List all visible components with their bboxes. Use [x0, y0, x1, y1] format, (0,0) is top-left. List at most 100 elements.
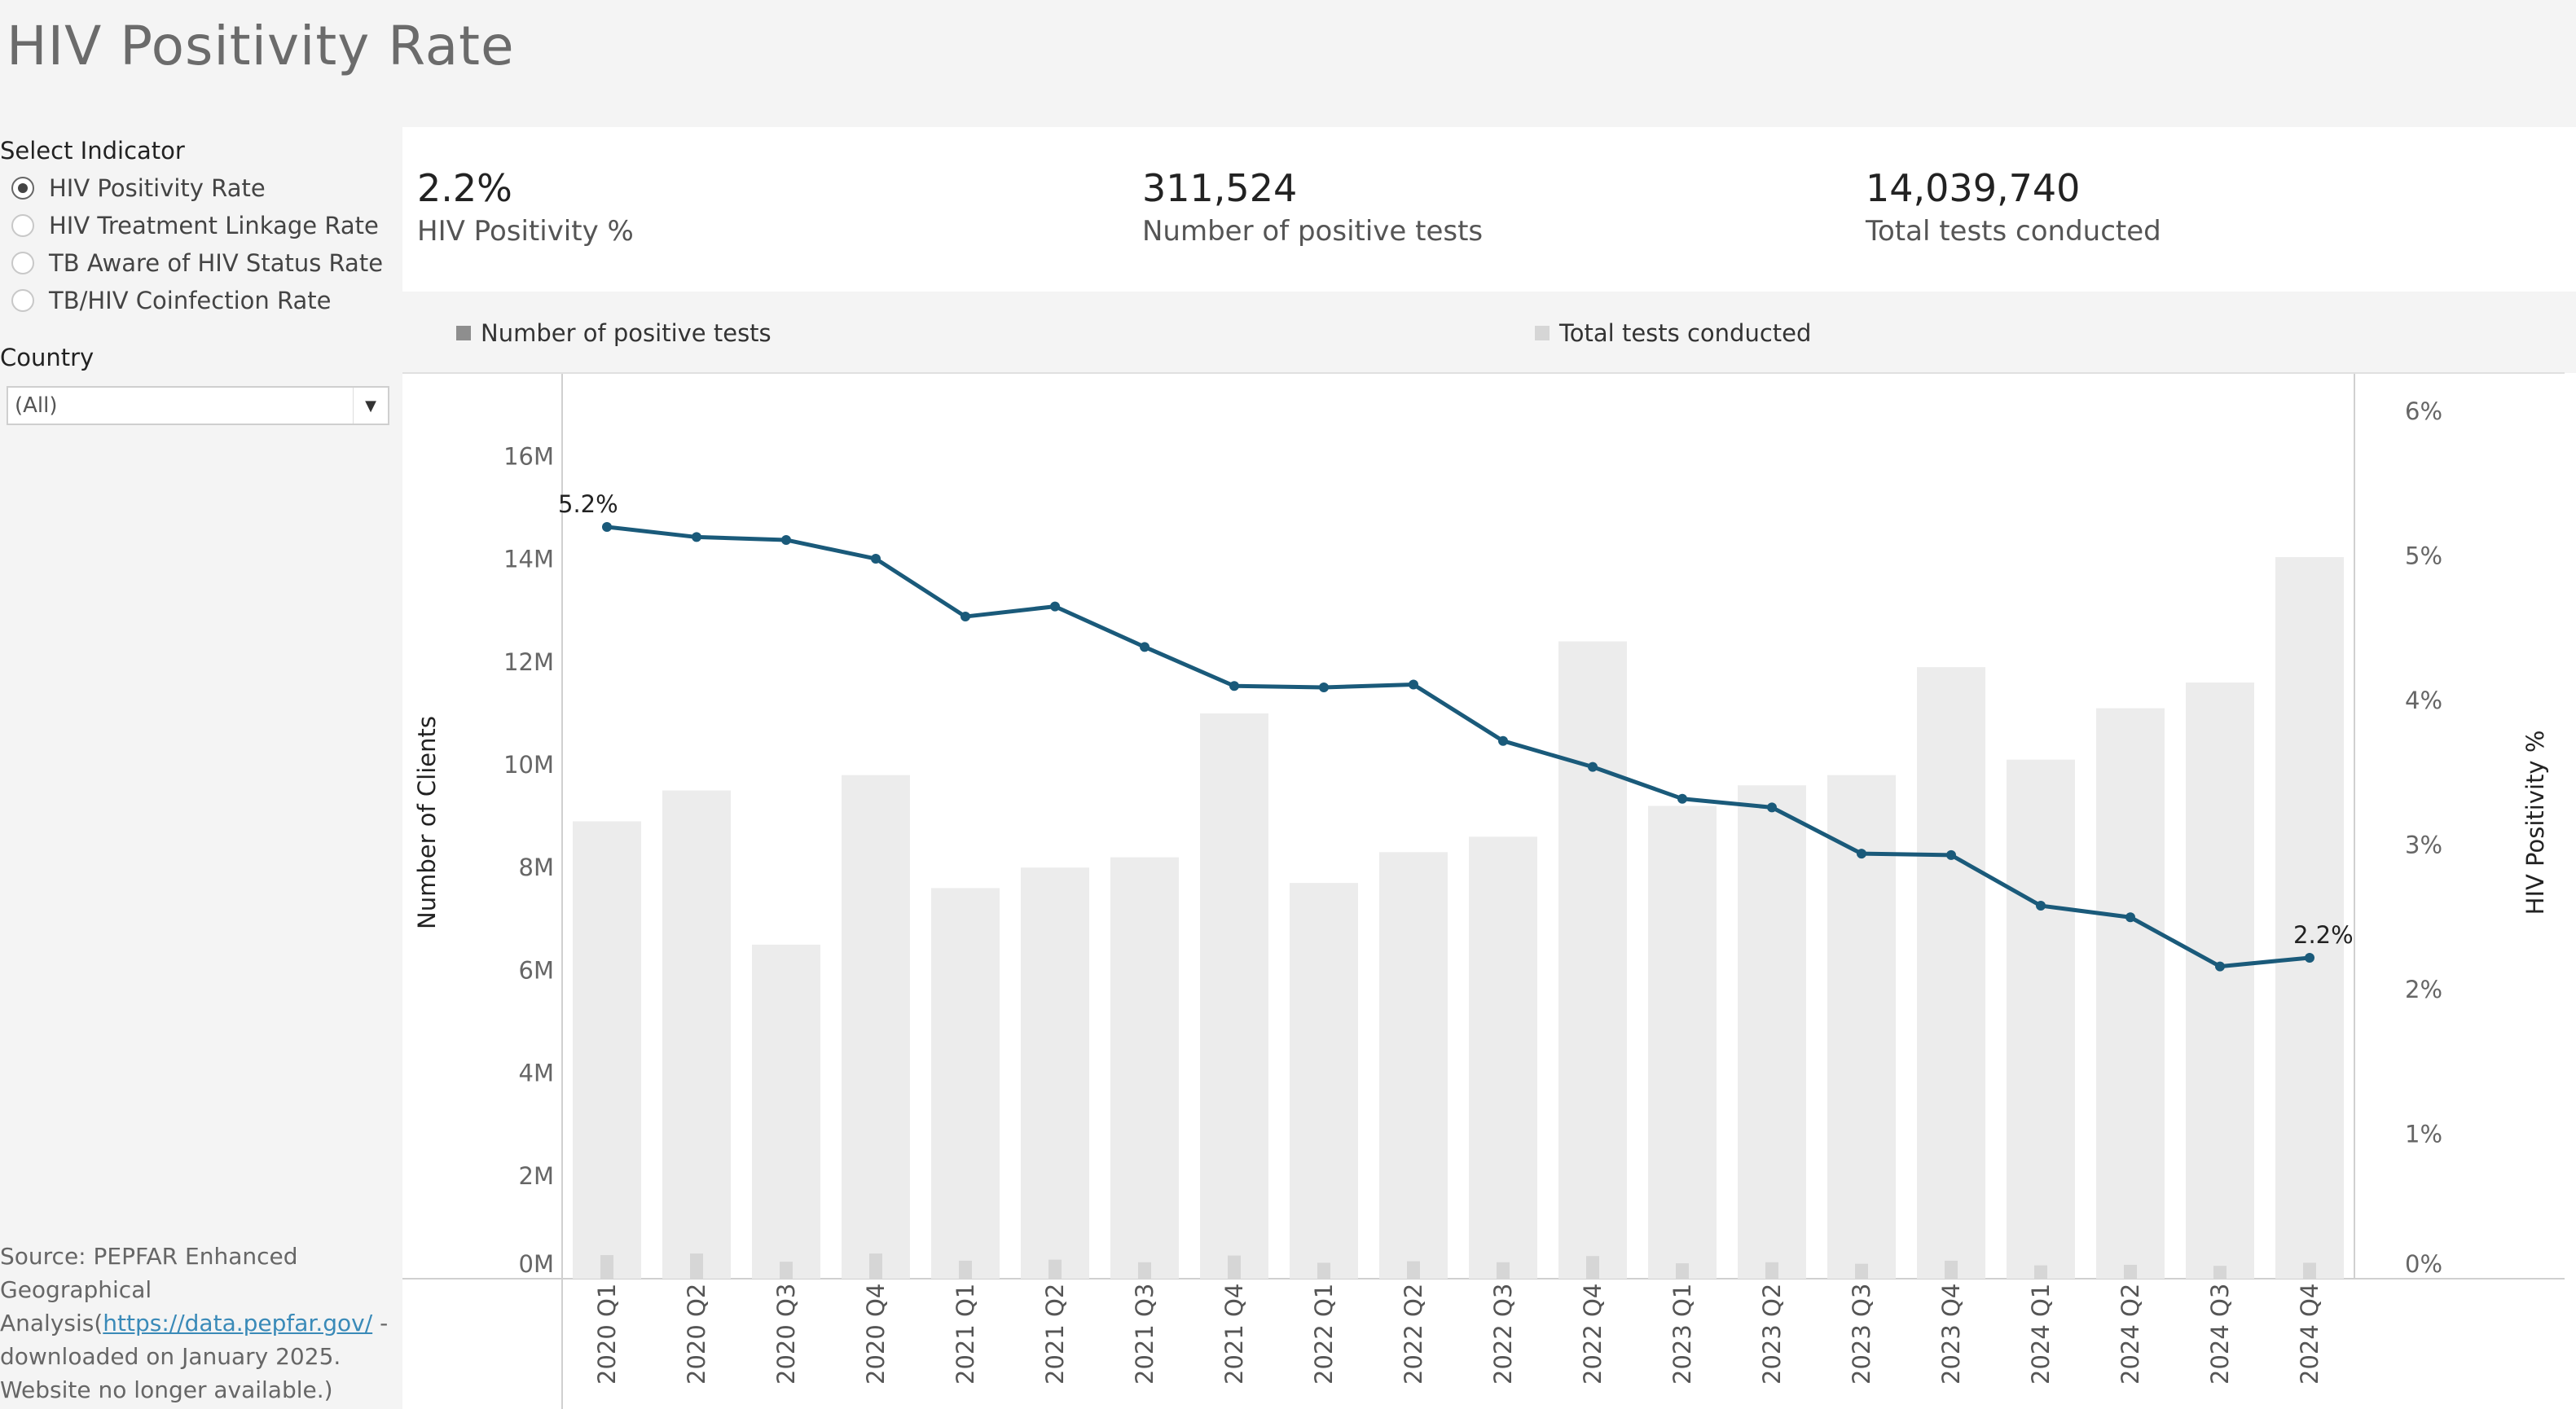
- bar-total-tests: [1200, 713, 1268, 1279]
- source-note: Source: PEPFAR Enhanced Geographical Ana…: [0, 1240, 399, 1407]
- radio-hiv-positivity-rate[interactable]: HIV Positivity Rate: [11, 174, 266, 202]
- radio-tb-hiv-coinfection-rate[interactable]: TB/HIV Coinfection Rate: [11, 287, 332, 314]
- bar-positive-tests: [869, 1253, 882, 1279]
- bar-total-tests: [1558, 641, 1627, 1279]
- bar-positive-tests: [780, 1262, 793, 1279]
- y-tick-label: 16M: [503, 442, 554, 470]
- x-tick-label: 2022 Q3: [1489, 1284, 1517, 1385]
- x-tick-label: 2020 Q4: [862, 1284, 890, 1385]
- bar-positive-tests: [959, 1260, 972, 1279]
- radio-tb-aware-of-hiv-status-rate[interactable]: TB Aware of HIV Status Rate: [11, 249, 383, 277]
- bar-positive-tests: [1497, 1262, 1510, 1279]
- y-tick-label: 6M: [519, 956, 554, 984]
- source-prefix: Source: PEPFAR Enhanced Geographical Ana…: [0, 1243, 298, 1337]
- bar-total-tests: [931, 888, 1000, 1279]
- kpi-value: 311,524: [1142, 166, 1298, 210]
- bar-positive-tests: [2303, 1262, 2316, 1279]
- positivity-point: [1857, 849, 1866, 859]
- y2-axis-title: HIV Positivity %: [2521, 731, 2549, 915]
- positivity-point: [871, 554, 881, 564]
- bar-total-tests: [842, 775, 910, 1279]
- bar-positive-tests: [1945, 1260, 1958, 1279]
- positivity-point: [1677, 793, 1687, 804]
- legend-swatch: [456, 326, 471, 340]
- x-tick-label: 2020 Q3: [772, 1284, 800, 1385]
- radio-unchecked-icon[interactable]: [11, 214, 34, 237]
- select-indicator-label: Select Indicator: [0, 137, 185, 165]
- positivity-point: [2215, 961, 2225, 972]
- bar-total-tests: [2007, 759, 2075, 1279]
- positivity-point: [1050, 601, 1060, 612]
- positivity-point: [1946, 849, 1956, 860]
- legend-label: Total tests conducted: [1559, 319, 1812, 347]
- source-link[interactable]: https://data.pepfar.gov/: [103, 1310, 373, 1337]
- x-tick-label: 2024 Q4: [2296, 1284, 2323, 1385]
- positivity-point: [961, 612, 970, 622]
- positivity-line: [606, 525, 2310, 969]
- positivity-point: [1588, 762, 1598, 772]
- x-tick-label: 2021 Q3: [1131, 1284, 1158, 1385]
- radio-unchecked-icon[interactable]: [11, 252, 34, 274]
- radio-unchecked-icon[interactable]: [11, 289, 34, 312]
- positivity-point: [2305, 952, 2314, 963]
- chevron-down-icon[interactable]: ▼: [353, 388, 388, 424]
- y-axis-title: Number of Clients: [413, 716, 441, 929]
- y-tick-label: 4M: [519, 1060, 554, 1087]
- y-tick-label: 2M: [519, 1162, 554, 1190]
- y2-tick-label: 3%: [2405, 832, 2442, 859]
- bar-positive-tests: [1765, 1262, 1778, 1279]
- x-tick-label: 2021 Q1: [952, 1284, 979, 1385]
- radio-label: HIV Treatment Linkage Rate: [49, 212, 379, 239]
- legend-item-positive-tests[interactable]: Number of positive tests: [456, 319, 771, 347]
- data-label-last: 2.2%: [2293, 921, 2354, 949]
- y-tick-label: 0M: [519, 1250, 554, 1278]
- bar-total-tests: [1110, 857, 1179, 1279]
- bar-total-tests: [2186, 683, 2254, 1279]
- radio-checked-icon[interactable]: [11, 177, 34, 200]
- radio-label: HIV Positivity Rate: [49, 174, 266, 202]
- bar-total-tests: [2096, 708, 2165, 1279]
- bar-total-tests: [2275, 557, 2344, 1279]
- positivity-point: [2036, 901, 2046, 911]
- y2-tick-label: 0%: [2405, 1250, 2442, 1278]
- positivity-point: [781, 534, 791, 545]
- x-tick-label: 2021 Q4: [1220, 1284, 1248, 1385]
- y2-tick-label: 6%: [2405, 397, 2442, 425]
- kpi-label: HIV Positivity %: [417, 215, 634, 248]
- kpi-total-tests: 14,039,740 Total tests conducted: [1866, 166, 2161, 248]
- bar-positive-tests: [2213, 1266, 2227, 1279]
- bar-total-tests: [1290, 883, 1358, 1279]
- positivity-point: [602, 522, 612, 532]
- bar-positive-tests: [1676, 1263, 1689, 1279]
- bar-positive-tests: [1048, 1259, 1062, 1279]
- x-tick-label: 2024 Q2: [2117, 1284, 2144, 1385]
- country-dropdown[interactable]: (All) ▼: [7, 386, 389, 425]
- bar-positive-tests: [2034, 1265, 2047, 1279]
- data-label-first: 5.2%: [558, 490, 618, 518]
- x-tick-label: 2023 Q2: [1758, 1284, 1786, 1385]
- legend-label: Number of positive tests: [481, 319, 771, 347]
- source-suffix: - downloaded on January 2025. Website no…: [0, 1310, 389, 1403]
- x-tick-label: 2022 Q4: [1579, 1284, 1607, 1385]
- x-tick-label: 2023 Q1: [1668, 1284, 1696, 1385]
- y-tick-label: 10M: [503, 751, 554, 779]
- radio-hiv-treatment-linkage-rate[interactable]: HIV Treatment Linkage Rate: [11, 212, 379, 239]
- positivity-point: [1229, 681, 1239, 691]
- y2-tick-label: 4%: [2405, 687, 2442, 714]
- legend-item-total-tests[interactable]: Total tests conducted: [1535, 319, 1811, 347]
- kpi-label: Total tests conducted: [1866, 215, 2161, 248]
- kpi-positive-tests: 311,524 Number of positive tests: [1142, 166, 1483, 248]
- x-tick-label: 2022 Q1: [1310, 1284, 1338, 1385]
- kpi-value: 2.2%: [417, 166, 512, 210]
- kpi-positivity: 2.2% HIV Positivity %: [417, 166, 634, 248]
- x-tick-label: 2024 Q1: [2027, 1284, 2055, 1385]
- positivity-point: [1498, 735, 1508, 746]
- x-tick-label: 2023 Q4: [1937, 1284, 1965, 1385]
- y2-tick-label: 1%: [2405, 1121, 2442, 1148]
- positivity-point: [1767, 802, 1777, 813]
- bar-total-tests: [1469, 836, 1537, 1279]
- bar-total-tests: [1738, 785, 1806, 1279]
- y-tick-label: 14M: [503, 546, 554, 573]
- y2-tick-label: 5%: [2405, 542, 2442, 570]
